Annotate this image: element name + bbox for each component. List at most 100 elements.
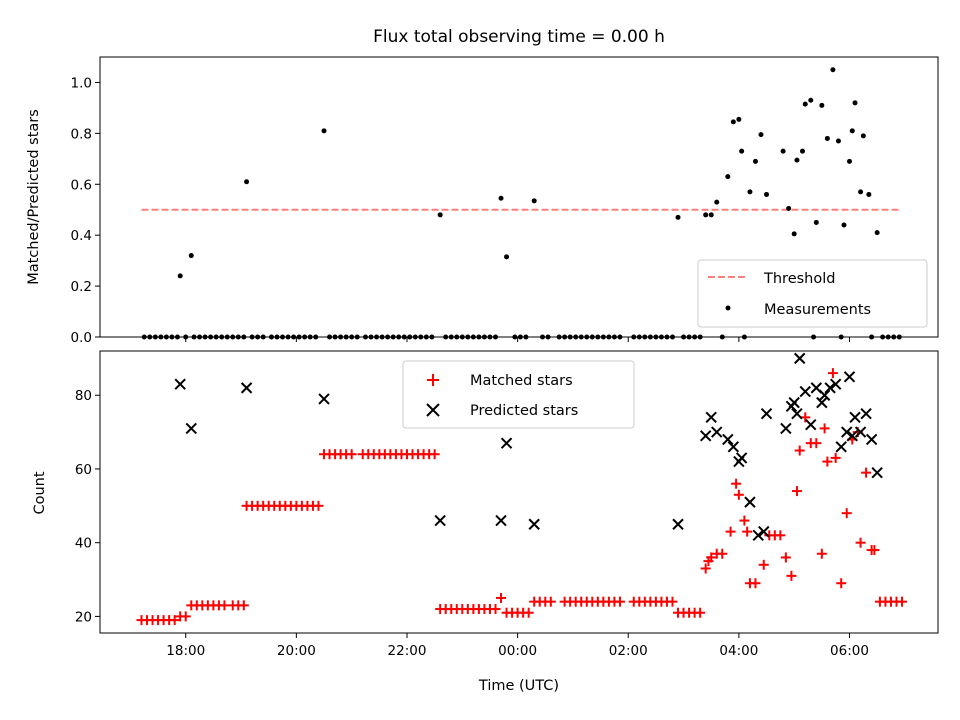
measurement-point xyxy=(791,231,797,237)
matched-star-point xyxy=(869,545,880,556)
top-legend: Threshold Measurements xyxy=(697,259,928,328)
matched-star-point xyxy=(819,423,830,434)
matched-star-point xyxy=(861,467,872,478)
measurement-point xyxy=(747,189,753,195)
matched-star-point xyxy=(496,592,507,603)
bottom-y-tick-label: 40 xyxy=(75,536,92,552)
x-tick-label: 00:00 xyxy=(498,643,537,659)
predicted-star-point xyxy=(780,422,792,435)
predicted-star-point xyxy=(185,422,197,435)
bottom-plot-frame xyxy=(99,350,939,634)
predicted-star-point xyxy=(871,466,883,479)
predicted-star-point xyxy=(711,426,723,438)
bottom-y-tick-label: 60 xyxy=(75,462,92,478)
predicted-star-point xyxy=(500,437,513,449)
matched-star-point xyxy=(758,559,769,570)
measurement-point xyxy=(866,191,872,197)
measurement-point xyxy=(846,158,852,164)
matched-star-point xyxy=(791,486,802,497)
measurement-point xyxy=(852,100,858,106)
matched-star-point xyxy=(667,596,678,607)
matched-star-point xyxy=(614,596,625,607)
predicted-star-point xyxy=(799,385,811,398)
matched-star-point xyxy=(811,438,822,449)
x-tick-label: 18:00 xyxy=(166,643,205,659)
predicted-star-point xyxy=(788,396,800,409)
x-tick-label: 22:00 xyxy=(388,643,427,659)
measurement-point xyxy=(858,189,864,195)
predicted-star-point xyxy=(528,518,540,530)
matched-star-point xyxy=(169,615,180,626)
predicted-star-point xyxy=(758,525,770,538)
legend-matched-swatch xyxy=(427,374,439,386)
matched-star-point xyxy=(780,552,791,563)
legend-predicted-label: Predicted stars xyxy=(470,403,578,419)
measurement-point xyxy=(177,273,183,279)
predicted-star-point xyxy=(824,382,836,394)
matched-star-point xyxy=(775,530,786,541)
matched-star-point xyxy=(313,500,324,511)
matched-star-point xyxy=(523,607,534,618)
measurement-point xyxy=(824,135,830,141)
matched-star-point xyxy=(897,596,908,607)
measurement-point xyxy=(819,102,825,108)
measurement-point xyxy=(786,205,792,211)
legend-measurements-label: Measurements xyxy=(764,302,871,318)
measurement-point xyxy=(835,138,841,144)
matched-star-point xyxy=(816,548,827,559)
x-tick-label: 02:00 xyxy=(609,643,648,659)
measurement-point xyxy=(736,116,742,122)
matched-star-point xyxy=(855,537,866,548)
measurement-point xyxy=(752,158,758,164)
predicted-star-point xyxy=(791,407,803,420)
matched-star-point xyxy=(731,478,742,489)
predicted-star-point xyxy=(722,433,734,446)
top-y-tick-label: 1.0 xyxy=(71,75,92,91)
matched-star-point xyxy=(180,611,191,622)
measurement-point xyxy=(758,132,764,138)
matched-star-point xyxy=(490,604,501,615)
measurement-point xyxy=(799,148,805,154)
x-tick-label: 20:00 xyxy=(277,643,316,659)
measurement-point xyxy=(780,148,786,154)
predicted-star-point xyxy=(699,430,712,442)
measurement-point xyxy=(504,254,510,260)
predicted-star-point xyxy=(318,393,330,405)
predicted-star-point xyxy=(816,396,828,409)
matched-star-point xyxy=(836,578,847,589)
predicted-star-point xyxy=(846,430,858,442)
predicted-star-point xyxy=(174,378,186,390)
matched-star-point xyxy=(706,552,717,563)
top-y-tick-label: 0.8 xyxy=(71,126,92,142)
top-panel: 0.0 0.2 0.4 0.6 0.8 1.0 Matched/Predicted sta… xyxy=(26,56,939,346)
chart-title: Flux total observing time = 0.00 h xyxy=(373,27,665,47)
predicted-star-point xyxy=(849,411,861,424)
measurement-point xyxy=(675,214,681,220)
measurement-point xyxy=(764,191,770,197)
predicted-star-point xyxy=(865,433,878,446)
top-plot-frame xyxy=(99,56,939,338)
measurement-point xyxy=(244,179,250,185)
predicted-star-point xyxy=(841,426,853,438)
x-tick-label: 04:00 xyxy=(719,643,758,659)
matched-star-point xyxy=(733,489,744,500)
matched-star-point xyxy=(822,456,833,467)
matched-star-point xyxy=(725,526,736,537)
predicted-star-point xyxy=(835,441,847,453)
predicted-star-point xyxy=(744,496,756,508)
matched-star-point xyxy=(739,515,750,526)
predicted-star-point xyxy=(672,518,684,530)
measurement-point xyxy=(841,222,847,228)
measurement-point xyxy=(703,212,709,218)
measurement-point xyxy=(531,198,537,204)
matched-star-point xyxy=(830,452,841,463)
matched-star-point xyxy=(545,596,556,607)
bottom-y-axis-label: Count xyxy=(32,471,48,514)
matched-star-point xyxy=(695,607,706,618)
predicted-star-point xyxy=(727,441,740,453)
predicted-star-point xyxy=(818,389,831,401)
bottom-y-tick-label: 80 xyxy=(75,388,92,404)
top-legend-box xyxy=(697,259,928,328)
predicted-star-point xyxy=(752,529,764,542)
